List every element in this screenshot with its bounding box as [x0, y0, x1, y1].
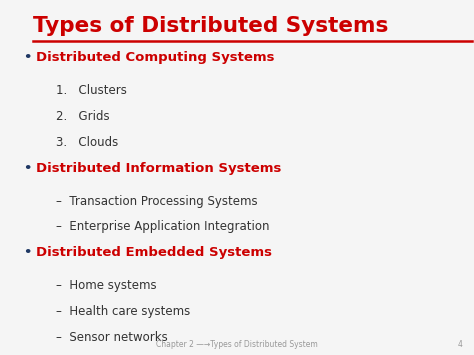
Text: Chapter 2 —→Types of Distributed System: Chapter 2 —→Types of Distributed System [156, 340, 318, 349]
Text: –  Enterprise Application Integration: – Enterprise Application Integration [56, 220, 269, 234]
Text: –  Home systems: – Home systems [56, 279, 156, 292]
Text: 2.   Grids: 2. Grids [56, 110, 109, 123]
Text: Distributed Embedded Systems: Distributed Embedded Systems [36, 246, 272, 260]
Text: •: • [23, 162, 31, 175]
Text: •: • [23, 246, 31, 260]
Text: Distributed Information Systems: Distributed Information Systems [36, 162, 281, 175]
Text: Types of Distributed Systems: Types of Distributed Systems [33, 16, 389, 36]
Text: Distributed Computing Systems: Distributed Computing Systems [36, 51, 274, 65]
Text: –  Transaction Processing Systems: – Transaction Processing Systems [56, 195, 257, 208]
Text: –  Health care systems: – Health care systems [56, 305, 190, 318]
Text: –  Sensor networks: – Sensor networks [56, 331, 168, 344]
Text: •: • [23, 51, 31, 65]
Text: 3.   Clouds: 3. Clouds [56, 136, 118, 149]
Text: 1.   Clusters: 1. Clusters [56, 84, 127, 97]
Text: 4: 4 [457, 340, 462, 349]
